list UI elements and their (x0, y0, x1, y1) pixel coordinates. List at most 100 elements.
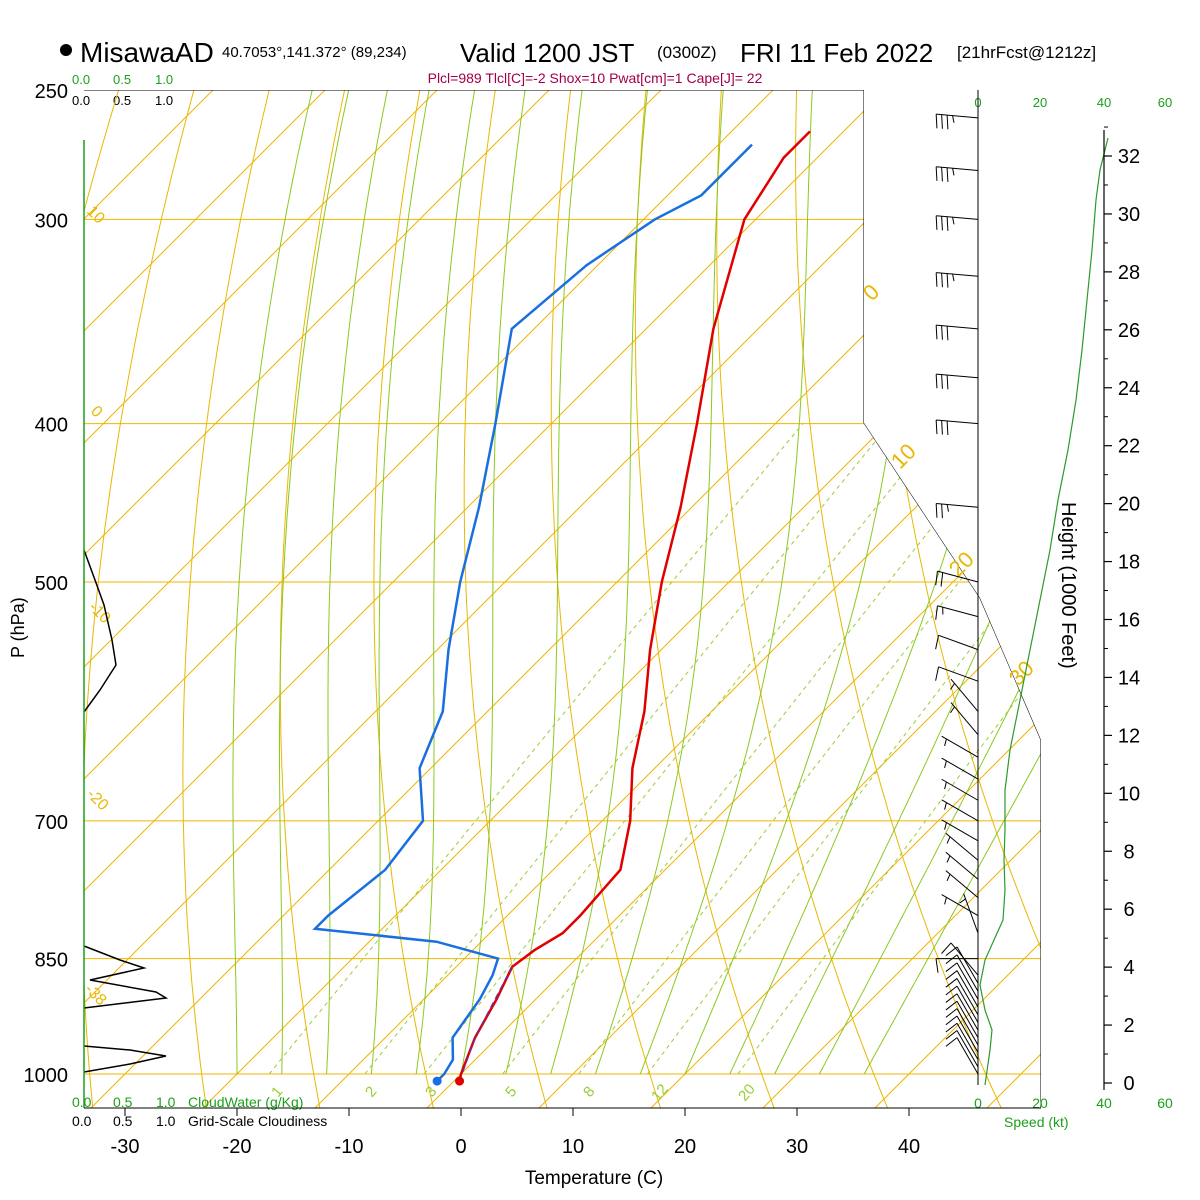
moist-adiabat (594, 90, 726, 1075)
speed-top-tick-1: 20 (1033, 95, 1047, 110)
wind-barb-staff (938, 634, 979, 651)
wind-barb-staff (956, 962, 979, 1000)
speed-bottom-tick-0: 0 (974, 1095, 982, 1111)
wind-barb-staff (950, 678, 979, 712)
wind-barb-feather (935, 635, 940, 650)
wind-barb-staff (941, 799, 979, 822)
mixing-ratio-line (737, 423, 1041, 1075)
speed-top-tick-3: 60 (1158, 95, 1172, 110)
dewpoint-line (312, 143, 753, 1082)
wind-barbs (935, 113, 979, 1075)
speed-bottom-tick-1: 20 (1032, 1095, 1048, 1111)
wind-barb (935, 503, 979, 519)
cloudwater-label: CloudWater (g/Kg) (188, 1094, 303, 1110)
wind-barb-staff (936, 373, 979, 379)
wind-barb-staff (956, 978, 979, 1016)
wind-barb-feather (935, 571, 938, 586)
speed-bottom-tick-2: 40 (1096, 1095, 1112, 1111)
wind-barb-feather (946, 167, 949, 182)
wind-barb-staff (936, 503, 979, 508)
wind-barb-feather (944, 897, 947, 905)
plot-frame (84, 90, 1041, 1108)
wind-barb-feather (946, 504, 949, 512)
wind-barb (950, 702, 979, 736)
wind-barb-staff (956, 1000, 979, 1038)
wind-barb-feather (935, 958, 939, 973)
wind-barb (941, 778, 979, 801)
wind-barb (935, 166, 979, 182)
wind-barb-staff (936, 166, 979, 171)
moist-adiabat (505, 90, 587, 1075)
wind-barb-feather (941, 273, 943, 288)
wind-barb-staff (936, 215, 979, 220)
wind-barb (941, 799, 979, 822)
height-tick-label: 14 (1118, 667, 1140, 689)
height-tick-label: 8 (1123, 841, 1134, 863)
moist-adiabat (729, 90, 1040, 1075)
wind-barb-feather (935, 605, 938, 620)
wind-barb-feather (946, 855, 951, 863)
temperature-tick-label: -10 (335, 1136, 364, 1158)
wind-barb-feather (935, 325, 938, 340)
temperature-axis-label: Temperature (C) (525, 1168, 663, 1189)
wind-barb (945, 870, 979, 899)
wind-barb (935, 324, 979, 341)
wind-barb (945, 851, 979, 880)
mixing-label-20: 20 (735, 1081, 759, 1105)
moist-adiabat (818, 90, 1041, 1075)
moist-adiabat (863, 90, 1041, 1075)
wind-barb-feather (950, 706, 955, 714)
wind-barb-feather (945, 1015, 958, 1026)
temperature-tick-label: -20 (223, 1136, 252, 1158)
isotherm-line (762, 90, 1041, 1108)
wind-barb-feather (945, 962, 958, 972)
moist-adiabat (684, 90, 919, 1075)
wind-barb-staff (936, 113, 979, 119)
wind-barb-feather (944, 738, 947, 747)
wind-barb (945, 1037, 979, 1075)
wind-barb (935, 215, 979, 231)
speed-axis-label: Speed (kt) (1004, 1114, 1069, 1130)
speed-bottom-tick-3: 60 (1157, 1095, 1173, 1111)
wind-barb-feather (935, 166, 938, 181)
dry-adiabat (463, 90, 548, 1108)
wind-barb (950, 678, 979, 712)
height-tick-label: 26 (1118, 320, 1140, 342)
wind-barb (945, 832, 979, 861)
dry-adiabat (550, 90, 662, 1108)
isotherm-line (538, 90, 1041, 1108)
wind-barb-staff (937, 605, 979, 618)
wind-barb (945, 1022, 979, 1060)
dry-adiabat (373, 90, 435, 1108)
dry-adiabat (1096, 61, 1200, 1109)
pressure-tick-label: 250 (35, 81, 68, 103)
wind-barb-staff (938, 666, 979, 682)
wind-barb-staff (956, 1037, 979, 1075)
wind-barb-feather (946, 115, 949, 130)
wind-barb (945, 962, 979, 1000)
cloudwater-top-tick-0: 0.0 (72, 72, 90, 87)
height-tick-label: 10 (1118, 783, 1140, 805)
wind-barb (941, 757, 979, 780)
wind-barb-feather (952, 273, 955, 282)
wind-barb-staff (956, 993, 979, 1031)
wind-barb (935, 958, 978, 973)
wind-barb-staff (936, 272, 979, 277)
wind-barb-feather (941, 420, 943, 435)
wind-barb-staff (941, 819, 979, 842)
wind-barb-feather (944, 802, 947, 810)
isotherm-line (84, 90, 803, 1108)
wind-barb-staff (956, 1008, 979, 1046)
wind-barb (935, 570, 979, 587)
indices-line: Plcl=989 Tlcl[C]=-2 Shox=10 Pwat[cm]=1 C… (428, 70, 763, 86)
wind-barb (959, 893, 979, 934)
wind-barb-feather (945, 1030, 958, 1040)
wind-barb-staff (963, 893, 979, 934)
cloud-fraction-lower (83, 945, 169, 1009)
wind-barb-staff (941, 757, 979, 780)
height-tick-label: 32 (1118, 146, 1140, 168)
wind-barb-staff (936, 324, 979, 330)
moist-adiabat (774, 90, 1041, 1075)
dry-adiabat (795, 90, 1002, 1108)
